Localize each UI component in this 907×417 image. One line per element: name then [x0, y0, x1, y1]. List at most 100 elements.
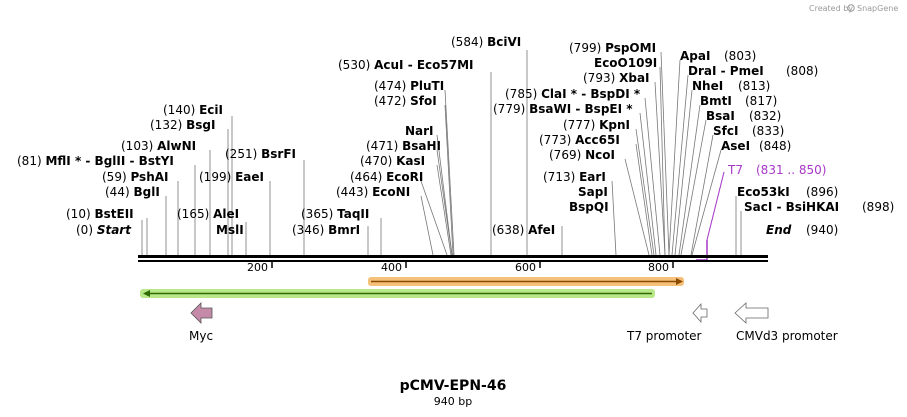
svg-text:(785) ClaI * - BspDI *: (785) ClaI * - BspDI *: [505, 87, 641, 101]
svg-text:(896): (896): [806, 185, 838, 199]
orf-forward-arrow: [368, 277, 684, 286]
site-pos-sfci: (832): [749, 109, 781, 123]
site-pos-bgli: (44): [105, 185, 130, 199]
site-name-ncoi: NcoI: [585, 148, 615, 162]
myc-tag-icon: [190, 302, 213, 324]
svg-text:(346) BmrI: (346) BmrI: [292, 223, 360, 237]
arrow-right-icon: [676, 278, 683, 285]
svg-text:DraI - PmeI: DraI - PmeI: [688, 64, 764, 78]
site-name-bmti: BmtI: [700, 94, 732, 108]
site-pos-econi: (443): [336, 185, 368, 199]
tick-label-800: 800: [648, 261, 669, 274]
site-name-acc65i: Acc65I: [575, 133, 620, 147]
svg-text:(638) AfeI: (638) AfeI: [492, 223, 555, 237]
svg-text:(817): (817): [745, 94, 777, 108]
snapgene-logo-icon: [847, 4, 855, 12]
svg-text:EcoO109I: EcoO109I: [594, 56, 657, 70]
site-name-saci: SacI - BsiHKAI: [744, 200, 839, 214]
svg-text:(10) BstEII: (10) BstEII: [66, 207, 134, 221]
site-pos-kpni: (777): [563, 118, 595, 132]
site-pos-start: (0): [76, 223, 93, 237]
site-pos-bmri: (346): [292, 223, 324, 237]
svg-text:End: End: [766, 223, 792, 237]
svg-text:SacI - BsiHKAI: SacI - BsiHKAI: [744, 200, 839, 214]
site-name-mfli: MflI * - BglII - BstYI: [45, 154, 173, 168]
site-pos-kasi: (470): [360, 154, 392, 168]
svg-text:(779) BsaWI - BspEI *: (779) BsaWI - BspEI *: [493, 102, 633, 116]
site-name-bcivi: BciVI: [487, 35, 521, 49]
site-pos-bsrfi: (251): [225, 147, 257, 161]
svg-text:(59) PshAI: (59) PshAI: [102, 170, 169, 184]
backbone-bottom-strand: [138, 260, 768, 262]
site-name-alei: AleI: [213, 207, 239, 221]
site-pos-pspomi: (799): [569, 41, 601, 55]
site-pos-eaei: (199): [199, 170, 231, 184]
site-name-taqii: TaqII: [337, 207, 369, 221]
site-pos-drai: (803): [724, 49, 756, 63]
site-name-ecii: EciI: [199, 103, 223, 117]
site-pos-sfoi: (472): [374, 94, 406, 108]
site-name-msli: MslI: [216, 223, 244, 237]
site-name-pluti: PluTI: [410, 79, 444, 93]
feature-myc: Myc: [189, 302, 213, 343]
orf-reverse-arrow: [140, 289, 655, 298]
site-name-pshai: PshAI: [130, 170, 168, 184]
site-name-bsawi: BsaWI - BspEI *: [529, 102, 633, 116]
site-name-acui: AcuI - Eco57MI: [374, 58, 473, 72]
svg-text:(813): (813): [738, 79, 770, 93]
svg-text:(848): (848): [759, 139, 791, 153]
site-name-sapi: SapI: [578, 185, 608, 199]
svg-text:(713) EarI: (713) EarI: [543, 170, 606, 184]
feature-label-myc: Myc: [189, 329, 213, 343]
svg-text:(793) XbaI: (793) XbaI: [583, 71, 650, 85]
feature-label-t7-promoter: T7 promoter: [626, 329, 702, 343]
site-leaders: [141, 50, 742, 256]
site-name-kasi: KasI: [396, 154, 425, 168]
site-name-afei: AfeI: [528, 223, 555, 237]
feature-label-cmvd3-promoter: CMVd3 promoter: [736, 329, 838, 343]
tick-label-600: 600: [515, 261, 536, 274]
svg-text:(464) EcoRI: (464) EcoRI: [350, 170, 423, 184]
plasmid-length: 940 bp: [434, 395, 472, 408]
svg-text:(165) AleI: (165) AleI: [177, 207, 239, 221]
site-name-bsrfi: BsrFI: [261, 147, 296, 161]
svg-text:(132) BsgI: (132) BsgI: [150, 118, 215, 132]
svg-text:(471) BsaHI: (471) BsaHI: [366, 139, 441, 153]
site-pos-bcivi: (584): [451, 35, 483, 49]
site-name-xbai: XbaI: [619, 71, 649, 85]
backbone-top-strand: [138, 255, 768, 258]
site-pos-saci: (896): [806, 185, 838, 199]
svg-text:MslI: MslI: [216, 223, 244, 237]
site-labels: (0) Start (10) BstEII (44) BglI (59) Psh…: [17, 35, 894, 237]
site-pos-clai: (785): [505, 87, 537, 101]
plasmid-name: pCMV-EPN-46: [400, 378, 507, 394]
svg-text:NarI: NarI: [405, 124, 434, 138]
primer-name: T7: [727, 163, 743, 177]
svg-text:(365) TaqII: (365) TaqII: [301, 207, 369, 221]
svg-text:(443) EcoNI: (443) EcoNI: [336, 185, 410, 199]
svg-text:(103) AlwNI: (103) AlwNI: [121, 139, 196, 153]
credit-prefix: Created by: [809, 4, 853, 13]
site-pos-bsai: (817): [745, 94, 777, 108]
svg-text:NheI: NheI: [692, 79, 723, 93]
svg-text:(199) EaeI: (199) EaeI: [199, 170, 264, 184]
site-pos-bsgi: (132): [150, 118, 182, 132]
cmvd3-promoter-icon: [734, 302, 769, 324]
feature-cmvd3-promoter: CMVd3 promoter: [734, 302, 838, 343]
svg-text:(898): (898): [862, 200, 894, 214]
t7-primer: T7 (831 .. 850): [696, 163, 826, 261]
site-name-asei: AseI: [721, 139, 750, 153]
site-pos-alei: (165): [177, 207, 209, 221]
svg-text:BsaI: BsaI: [706, 109, 735, 123]
site-pos-length: (940): [806, 223, 838, 237]
site-pos-acui: (530): [338, 58, 370, 72]
svg-text:(0) Start: (0) Start: [76, 223, 132, 237]
svg-text:(833): (833): [752, 124, 784, 138]
site-name-pspomi: PspOMI: [605, 41, 656, 55]
site-pos-alwni: (103): [121, 139, 153, 153]
svg-text:(140) EciI: (140) EciI: [163, 103, 223, 117]
site-pos-afei: (638): [492, 223, 524, 237]
svg-text:(777) KpnI: (777) KpnI: [563, 118, 630, 132]
site-name-nari: NarI: [405, 124, 434, 138]
